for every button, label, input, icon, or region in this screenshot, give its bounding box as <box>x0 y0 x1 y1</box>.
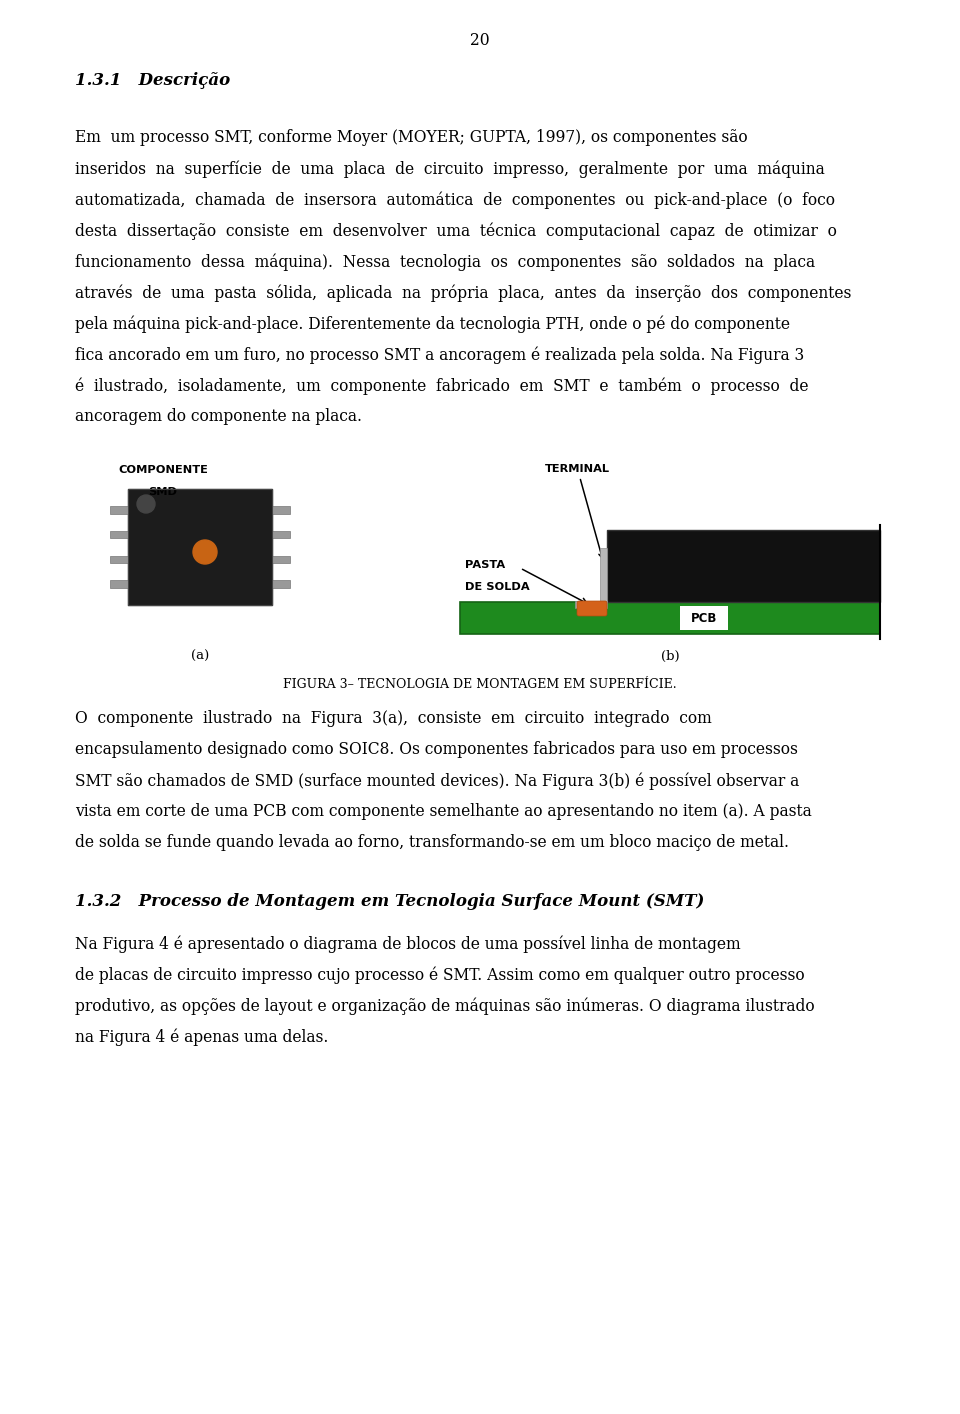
Text: Em  um processo SMT, conforme Moyer (MOYER; GUPTA, 1997), os componentes são: Em um processo SMT, conforme Moyer (MOYE… <box>75 129 748 146</box>
Bar <box>272 556 290 563</box>
Bar <box>110 556 128 563</box>
Bar <box>272 580 290 588</box>
Bar <box>272 530 290 539</box>
Text: inseridos  na  superfície  de  uma  placa  de  circuito  impresso,  geralmente  : inseridos na superfície de uma placa de … <box>75 160 825 178</box>
Bar <box>110 530 128 539</box>
Circle shape <box>193 540 217 564</box>
Text: através  de  uma  pasta  sólida,  aplicada  na  própria  placa,  antes  da  inse: através de uma pasta sólida, aplicada na… <box>75 284 852 301</box>
Text: de placas de circuito impresso cujo processo é SMT. Assim como em qualquer outro: de placas de circuito impresso cujo proc… <box>75 966 804 984</box>
Text: é  ilustrado,  isoladamente,  um  componente  fabricado  em  SMT  e  também  o  : é ilustrado, isoladamente, um componente… <box>75 378 808 395</box>
Bar <box>600 549 607 602</box>
Text: PASTA: PASTA <box>465 560 505 570</box>
Text: O  componente  ilustrado  na  Figura  3(a),  consiste  em  circuito  integrado  : O componente ilustrado na Figura 3(a), c… <box>75 710 711 727</box>
Circle shape <box>137 495 155 513</box>
Text: PCB: PCB <box>690 611 717 625</box>
Text: vista em corte de uma PCB com componente semelhante ao apresentando no item (a).: vista em corte de uma PCB com componente… <box>75 803 812 820</box>
Text: SMT são chamados de SMD (surface mounted devices). Na Figura 3(b) é possível obs: SMT são chamados de SMD (surface mounted… <box>75 772 800 789</box>
Text: 20: 20 <box>470 33 490 49</box>
Text: ancoragem do componente na placa.: ancoragem do componente na placa. <box>75 409 362 426</box>
Polygon shape <box>128 489 272 605</box>
Text: funcionamento  dessa  máquina).  Nessa  tecnologia  os  componentes  são  soldad: funcionamento dessa máquina). Nessa tecn… <box>75 253 815 270</box>
Text: automatizada,  chamada  de  insersora  automática  de  componentes  ou  pick-and: automatizada, chamada de insersora autom… <box>75 191 835 208</box>
Bar <box>110 580 128 588</box>
Text: encapsulamento designado como SOIC8. Os componentes fabricados para uso em proce: encapsulamento designado como SOIC8. Os … <box>75 741 798 758</box>
Bar <box>607 530 880 602</box>
Bar <box>460 602 880 633</box>
Text: fica ancorado em um furo, no processo SMT a ancoragem é realizada pela solda. Na: fica ancorado em um furo, no processo SM… <box>75 346 804 363</box>
FancyBboxPatch shape <box>577 601 607 617</box>
Text: COMPONENTE: COMPONENTE <box>118 465 208 475</box>
Text: (a): (a) <box>191 650 209 663</box>
Text: FIGURA 3– TECNOLOGIA DE MONTAGEM EM SUPERFÍCIE.: FIGURA 3– TECNOLOGIA DE MONTAGEM EM SUPE… <box>283 677 677 691</box>
Text: na Figura 4 é apenas uma delas.: na Figura 4 é apenas uma delas. <box>75 1028 328 1045</box>
Bar <box>272 506 290 513</box>
Text: desta  dissertação  consiste  em  desenvolver  uma  técnica  computacional  capa: desta dissertação consiste em desenvolve… <box>75 222 837 239</box>
Text: 1.3.1   Descrição: 1.3.1 Descrição <box>75 72 230 89</box>
Text: Na Figura 4 é apresentado o diagrama de blocos de uma possível linha de montagem: Na Figura 4 é apresentado o diagrama de … <box>75 935 740 953</box>
Text: produtivo, as opções de layout e organização de máquinas são inúmeras. O diagram: produtivo, as opções de layout e organiz… <box>75 997 815 1014</box>
Text: SMD: SMD <box>149 486 178 496</box>
Text: 1.3.2   Processo de Montagem em Tecnologia Surface Mount (SMT): 1.3.2 Processo de Montagem em Tecnologia… <box>75 894 705 911</box>
Text: pela máquina pick-and-place. Diferentemente da tecnologia PTH, onde o pé do comp: pela máquina pick-and-place. Diferenteme… <box>75 315 790 332</box>
Text: DE SOLDA: DE SOLDA <box>465 583 530 592</box>
Text: (b): (b) <box>660 650 680 663</box>
Bar <box>110 506 128 513</box>
Text: de solda se funde quando levada ao forno, transformando-se em um bloco maciço de: de solda se funde quando levada ao forno… <box>75 834 789 851</box>
Bar <box>575 601 607 608</box>
Text: TERMINAL: TERMINAL <box>545 464 610 559</box>
FancyBboxPatch shape <box>680 607 728 631</box>
